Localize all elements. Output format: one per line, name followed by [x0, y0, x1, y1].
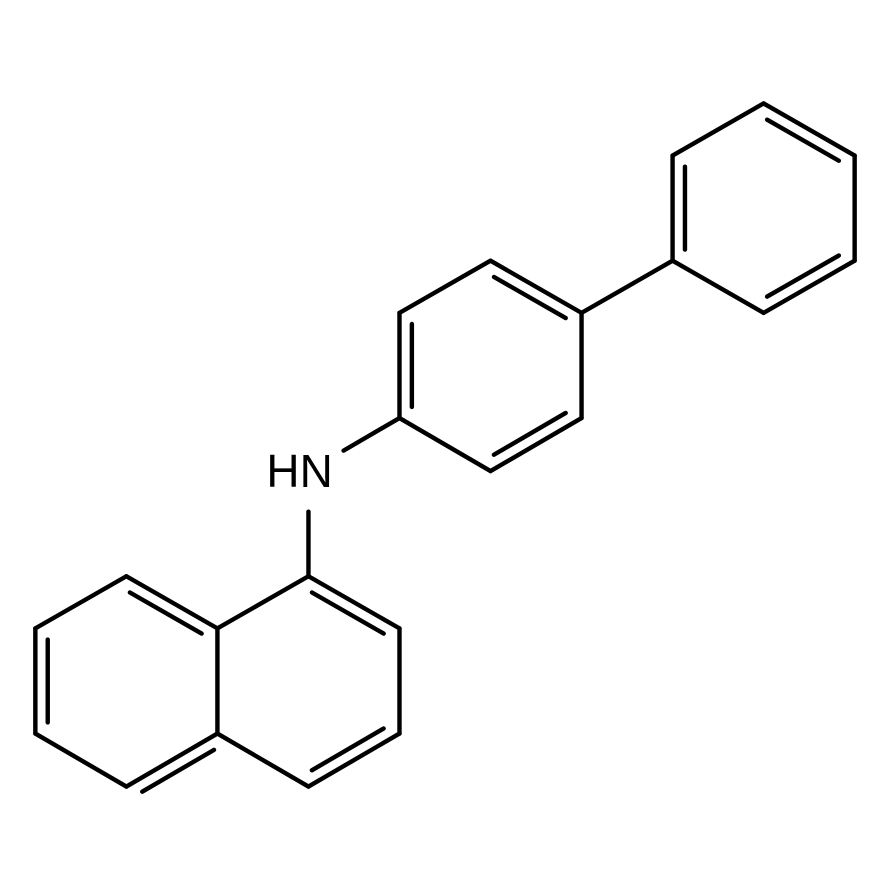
bond-line: [673, 261, 764, 313]
chemical-structure: HN: [0, 0, 890, 890]
bond-line: [491, 261, 582, 313]
bond-line: [308, 734, 399, 787]
bond-line: [399, 261, 490, 313]
bond-line: [491, 418, 582, 471]
bond-line: [217, 576, 308, 628]
bond-line: [764, 261, 855, 313]
bond-line: [344, 418, 400, 451]
bond-line: [764, 103, 855, 155]
bond-line: [35, 576, 126, 628]
bond-line: [399, 418, 490, 471]
bond-line: [217, 734, 308, 787]
bond-line: [126, 576, 217, 628]
bond-line: [673, 103, 764, 155]
bond-line: [308, 576, 399, 628]
bond-line: [35, 734, 126, 787]
bond-line: [126, 734, 217, 787]
bond-line: [582, 261, 673, 313]
atom-label: HN: [266, 445, 332, 497]
